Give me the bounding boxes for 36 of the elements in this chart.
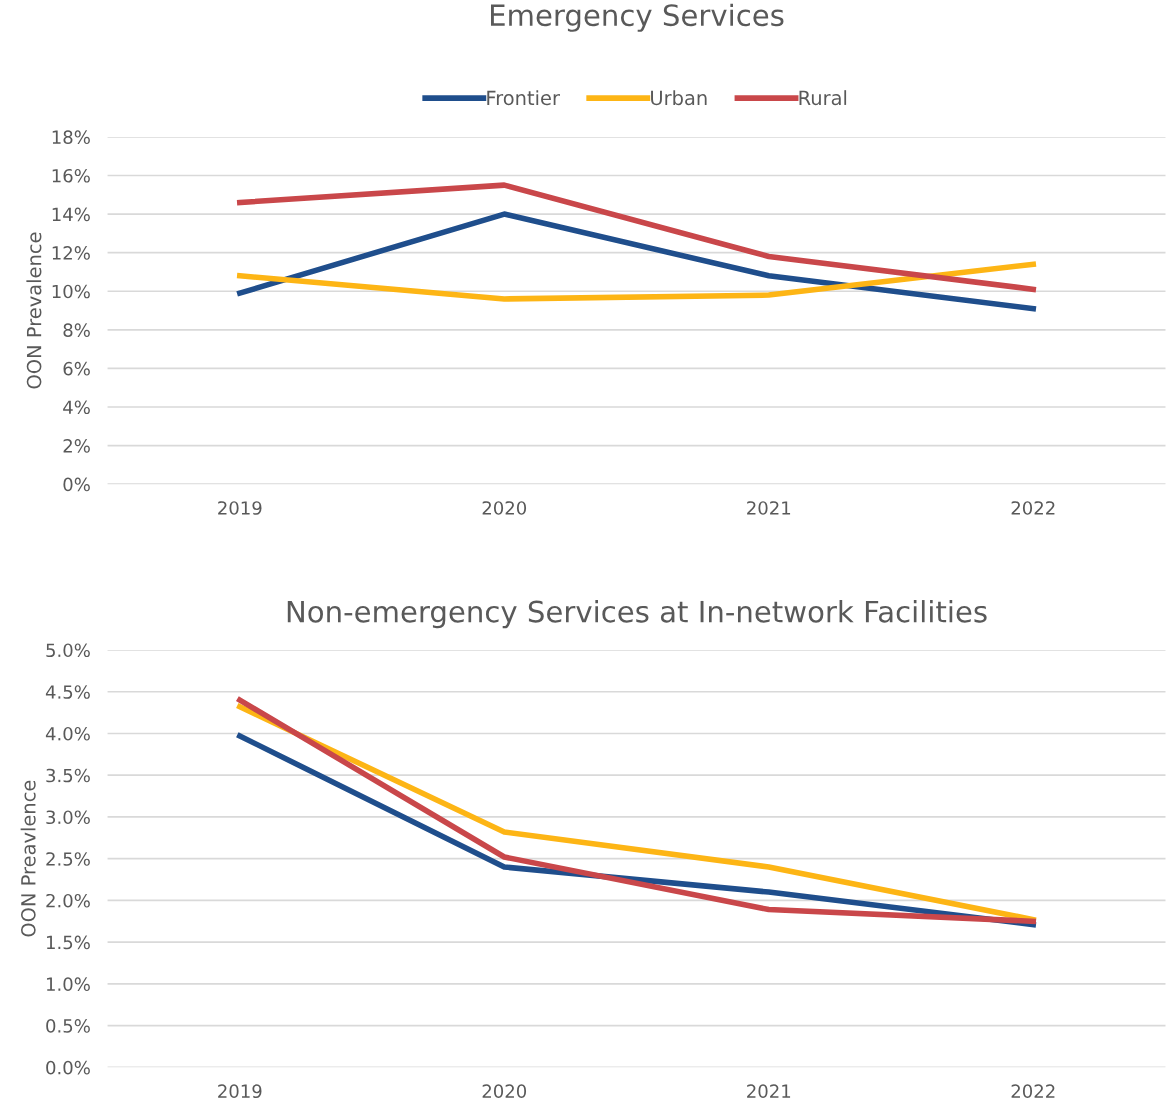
y-tick-label: 0.0%	[46, 1060, 90, 1075]
y-tick-label: 12%	[52, 246, 90, 260]
x-tick-label: 2021	[747, 501, 791, 515]
legend-label: Rural	[799, 90, 847, 106]
y-tick-label: 2%	[63, 439, 90, 453]
y-tick-label: 1.5%	[47, 935, 90, 950]
chart-title: Emergency Services	[490, 3, 784, 32]
y-tick-label: 0%	[63, 477, 90, 492]
legend-label: Urban	[651, 90, 707, 106]
y-tick-label: 1.0%	[47, 977, 90, 992]
x-tick-label: 2020	[482, 1084, 527, 1099]
y-axis-title: OON Prevalence	[26, 232, 42, 389]
x-tick-label: 2021	[747, 1084, 791, 1099]
y-tick-label: 3.5%	[46, 768, 90, 783]
chart-title: Non-emergency Services at In-network Facilities	[287, 600, 987, 629]
x-tick-label: 2019	[218, 1084, 262, 1099]
y-tick-label: 2.0%	[46, 893, 90, 908]
y-tick-label: 8%	[63, 323, 90, 337]
y-tick-label: 2.5%	[46, 852, 90, 866]
y-tick-label: 0.5%	[46, 1019, 90, 1033]
y-tick-label: 4%	[63, 400, 90, 415]
y-tick-label: 10%	[52, 284, 90, 299]
legend-label: Frontier	[487, 90, 560, 106]
y-tick-label: 18%	[52, 130, 90, 145]
y-tick-label: 6%	[63, 361, 90, 376]
y-tick-label: 4.5%	[45, 685, 90, 699]
y-tick-label: 14%	[52, 207, 90, 222]
y-axis-title: OON Preavlence	[20, 780, 36, 937]
y-tick-label: 3.0%	[46, 810, 90, 825]
y-tick-label: 5.0%	[46, 643, 90, 658]
y-tick-label: 4.0%	[45, 726, 90, 741]
x-tick-label: 2022	[1011, 501, 1055, 515]
x-tick-label: 2019	[218, 501, 262, 515]
x-tick-label: 2020	[482, 501, 527, 515]
y-tick-label: 16%	[52, 168, 90, 183]
x-tick-label: 2022	[1011, 1084, 1055, 1099]
